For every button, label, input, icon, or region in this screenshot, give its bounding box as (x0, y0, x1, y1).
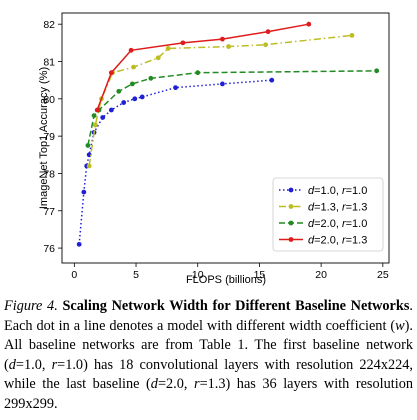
legend-marker (288, 204, 294, 209)
data-point (155, 55, 161, 61)
data-point (269, 77, 275, 83)
y-axis-label: ImageNet Top1 Accuracy (%) (38, 67, 50, 209)
data-point (306, 21, 312, 27)
data-point (220, 36, 225, 42)
data-point (165, 46, 171, 51)
caption-w: w (395, 317, 405, 334)
data-point (128, 47, 134, 53)
data-point (91, 113, 97, 119)
caption-text: =1.0) has 18 convolutional layers with r… (4, 356, 413, 393)
data-point (108, 107, 114, 113)
caption-text: ). All baseline networks are from Table … (4, 317, 413, 373)
plot-frame (61, 12, 390, 264)
x-tick-label: 20 (315, 269, 327, 281)
data-point (85, 143, 91, 148)
x-tick-label: 25 (377, 269, 389, 281)
legend-marker (288, 187, 294, 193)
figure-number: Figure 4. (4, 298, 58, 314)
y-tick-label: 77 (43, 206, 55, 218)
series-line-d1.0-r1.0 (78, 79, 272, 245)
data-point (148, 75, 154, 81)
y-tick-label: 81 (43, 57, 55, 69)
legend-marker (288, 237, 294, 242)
data-point (349, 32, 355, 38)
data-point (81, 189, 87, 195)
caption-text: . Each dot in a line denotes a model wit… (4, 298, 413, 334)
data-point (220, 81, 225, 87)
scaling-chart: 0 5 10 15 20 25 76 77 78 79 80 81 82 d=1.0, r=1.0 d=1.… (38, 12, 390, 286)
data-point (173, 85, 178, 91)
data-point (265, 29, 271, 35)
x-tick-label: 0 (71, 269, 77, 281)
x-tick-label: 15 (254, 269, 266, 281)
data-point (86, 163, 92, 169)
caption-r: r (51, 356, 58, 373)
caption-text: =1.3) has 36 layers with resolution 299x… (4, 376, 413, 412)
data-point (129, 81, 135, 87)
data-point (116, 88, 122, 94)
legend-marker (288, 220, 294, 226)
y-tick-label: 76 (43, 243, 55, 255)
legend-label: d=1.0, r=1.0 (308, 185, 367, 197)
caption-title: Scaling Network Width for Different Base… (62, 298, 410, 314)
y-tick-label: 80 (43, 94, 55, 106)
legend-box (272, 177, 384, 252)
data-point (100, 115, 106, 120)
series-line-d2.0-r1.3 (96, 23, 309, 111)
caption-text: =2.0, (157, 376, 194, 393)
x-tick-label: 10 (192, 269, 204, 281)
data-point (195, 70, 201, 76)
x-tick-label: 5 (133, 269, 139, 281)
caption-d: d (8, 356, 16, 373)
data-point (131, 64, 136, 70)
y-tick-label: 79 (43, 131, 55, 143)
figure-caption: Figure 4. Scaling Network Width for Diff… (4, 297, 413, 415)
legend-label: d=2.0, r=1.3 (308, 235, 367, 247)
caption-d: d (150, 376, 158, 393)
data-point (139, 94, 145, 100)
data-point (226, 44, 231, 49)
caption-text: =1.0, (15, 356, 52, 373)
x-axis-label: FLOPS (billions) (186, 274, 266, 286)
legend-label: d=1.3, r=1.3 (308, 202, 367, 214)
data-point (108, 70, 114, 76)
data-point (92, 122, 98, 128)
caption-r: r (194, 376, 200, 393)
y-tick-label: 78 (43, 168, 55, 180)
y-tick-label: 82 (43, 19, 55, 31)
data-point (76, 241, 82, 247)
legend-label: d=2.0, r=1.0 (308, 218, 367, 230)
data-point (132, 96, 138, 102)
data-point (180, 40, 186, 46)
data-point (263, 42, 269, 48)
data-point (94, 107, 100, 113)
data-point (374, 68, 380, 74)
data-point (121, 100, 127, 105)
